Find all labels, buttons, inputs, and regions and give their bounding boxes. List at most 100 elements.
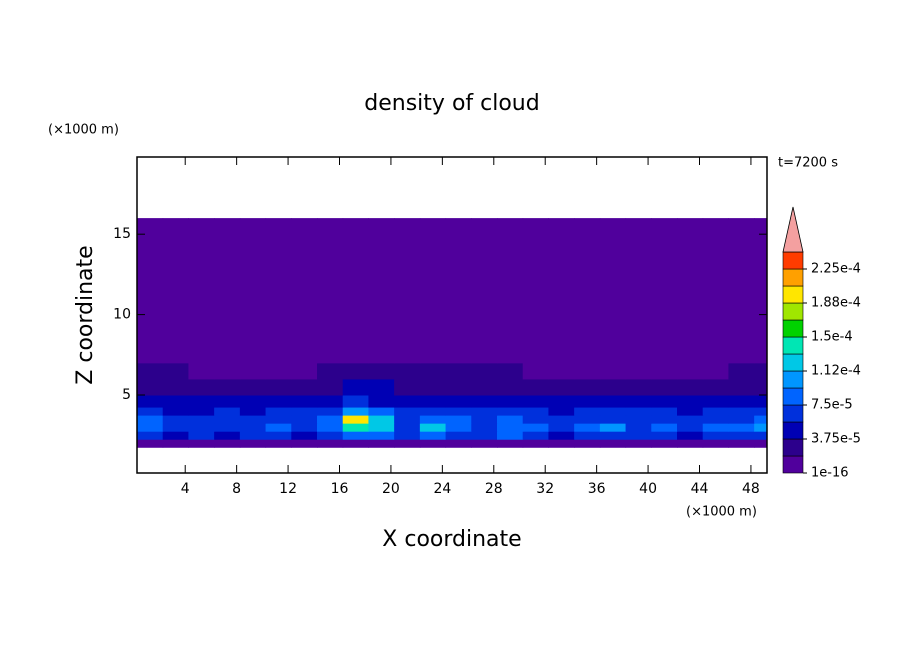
contour-cell <box>188 407 215 416</box>
colorbar-band <box>782 421 804 440</box>
contour-cell <box>137 431 164 440</box>
x-tick-label: 4 <box>181 481 190 497</box>
colorbar-label: 1.12e-4 <box>811 364 861 379</box>
contour-cell <box>651 415 678 424</box>
contour-cell <box>317 439 344 448</box>
y-tick-label: 10 <box>113 307 131 323</box>
time-label: t=7200 s <box>778 156 838 171</box>
contour-cell <box>728 378 755 396</box>
colorbar-band <box>782 336 804 355</box>
contour-cell <box>728 431 755 440</box>
contour-cell <box>728 218 755 364</box>
contour-cell <box>239 378 267 396</box>
contour-cell <box>368 218 395 364</box>
contour-cell <box>599 423 627 432</box>
contour-cell <box>445 431 472 440</box>
contour-cell <box>522 378 549 396</box>
contour-cell <box>239 423 267 432</box>
contour-cell <box>599 362 627 380</box>
contour-cell <box>599 407 627 416</box>
contour-cell <box>239 395 267 408</box>
contour-cell <box>574 423 601 432</box>
contour-cell <box>651 439 678 448</box>
contour-cell <box>137 378 164 396</box>
contour-cell <box>497 423 524 432</box>
contour-cell <box>188 395 215 408</box>
contour-cell <box>522 439 549 448</box>
contour-cell <box>599 439 627 448</box>
contour-cell <box>137 439 164 448</box>
contour-cell <box>599 378 627 396</box>
contour-cell <box>702 407 729 416</box>
contour-cell <box>522 423 549 432</box>
contour-cell <box>548 407 575 416</box>
contour-cell <box>728 407 755 416</box>
contour-cell <box>625 439 652 448</box>
contour-cell <box>368 378 395 396</box>
contour-cell <box>188 362 215 380</box>
contour-cell <box>368 423 395 432</box>
contour-cell <box>574 415 601 424</box>
colorbar-label: 1e-16 <box>811 466 849 481</box>
contour-cell <box>497 407 524 416</box>
contour-cell <box>754 378 768 396</box>
contour-cell <box>265 378 292 396</box>
contour-cell <box>728 415 755 424</box>
contour-cell <box>137 218 164 364</box>
colorbar-band <box>782 319 804 338</box>
contour-cell <box>445 378 472 396</box>
y-tick-label: 5 <box>122 387 131 403</box>
contour-cell <box>625 431 652 440</box>
colorbar-label: 1.5e-4 <box>811 330 853 345</box>
x-tick-label: 16 <box>331 481 349 497</box>
contour-cell <box>574 407 601 416</box>
contour-cell <box>445 407 472 416</box>
contour-cell <box>625 407 652 416</box>
contour-cell <box>188 439 215 448</box>
contour-cell <box>754 395 768 408</box>
contour-cell <box>265 423 292 432</box>
contour-cell <box>419 431 447 440</box>
contour-cell <box>291 362 318 380</box>
contour-cell <box>651 218 678 364</box>
x-tick-label: 12 <box>279 481 297 497</box>
contour-cell <box>677 431 704 440</box>
contour-cell <box>651 407 678 416</box>
contour-cell <box>677 378 704 396</box>
contour-cell <box>651 362 678 380</box>
contour-cell <box>574 395 601 408</box>
colorbar-band <box>782 455 804 474</box>
contour-cell <box>394 407 421 416</box>
contour-cell <box>394 362 421 380</box>
contour-cell <box>342 378 369 396</box>
contour-cell <box>599 395 627 408</box>
contour-cell <box>137 362 164 380</box>
contour-cell <box>548 439 575 448</box>
contour-cell <box>728 423 755 432</box>
contour-cell <box>188 415 215 424</box>
contour-cell <box>548 423 575 432</box>
contour-cell <box>754 423 768 432</box>
contour-cell <box>754 218 768 364</box>
contour-cell <box>214 362 241 380</box>
contour-cell <box>754 407 768 416</box>
contour-cell <box>368 431 395 440</box>
contour-cell <box>677 423 704 432</box>
contour-cell <box>497 431 524 440</box>
contour-cell <box>265 431 292 440</box>
colorbar-band <box>782 302 804 321</box>
chart-title: density of cloud <box>364 91 539 116</box>
x-tick-label: 32 <box>536 481 554 497</box>
contour-cell <box>625 395 652 408</box>
contour-cell <box>239 431 267 440</box>
contour-cell <box>625 423 652 432</box>
contour-cell <box>265 362 292 380</box>
contour-cell <box>291 378 318 396</box>
contour-cell <box>522 431 549 440</box>
contour-cell <box>599 218 627 364</box>
contour-cell <box>419 415 447 424</box>
contour-cell <box>394 378 421 396</box>
contour-cell <box>625 378 652 396</box>
colorbar-band <box>782 353 804 372</box>
contour-cell <box>214 415 241 424</box>
